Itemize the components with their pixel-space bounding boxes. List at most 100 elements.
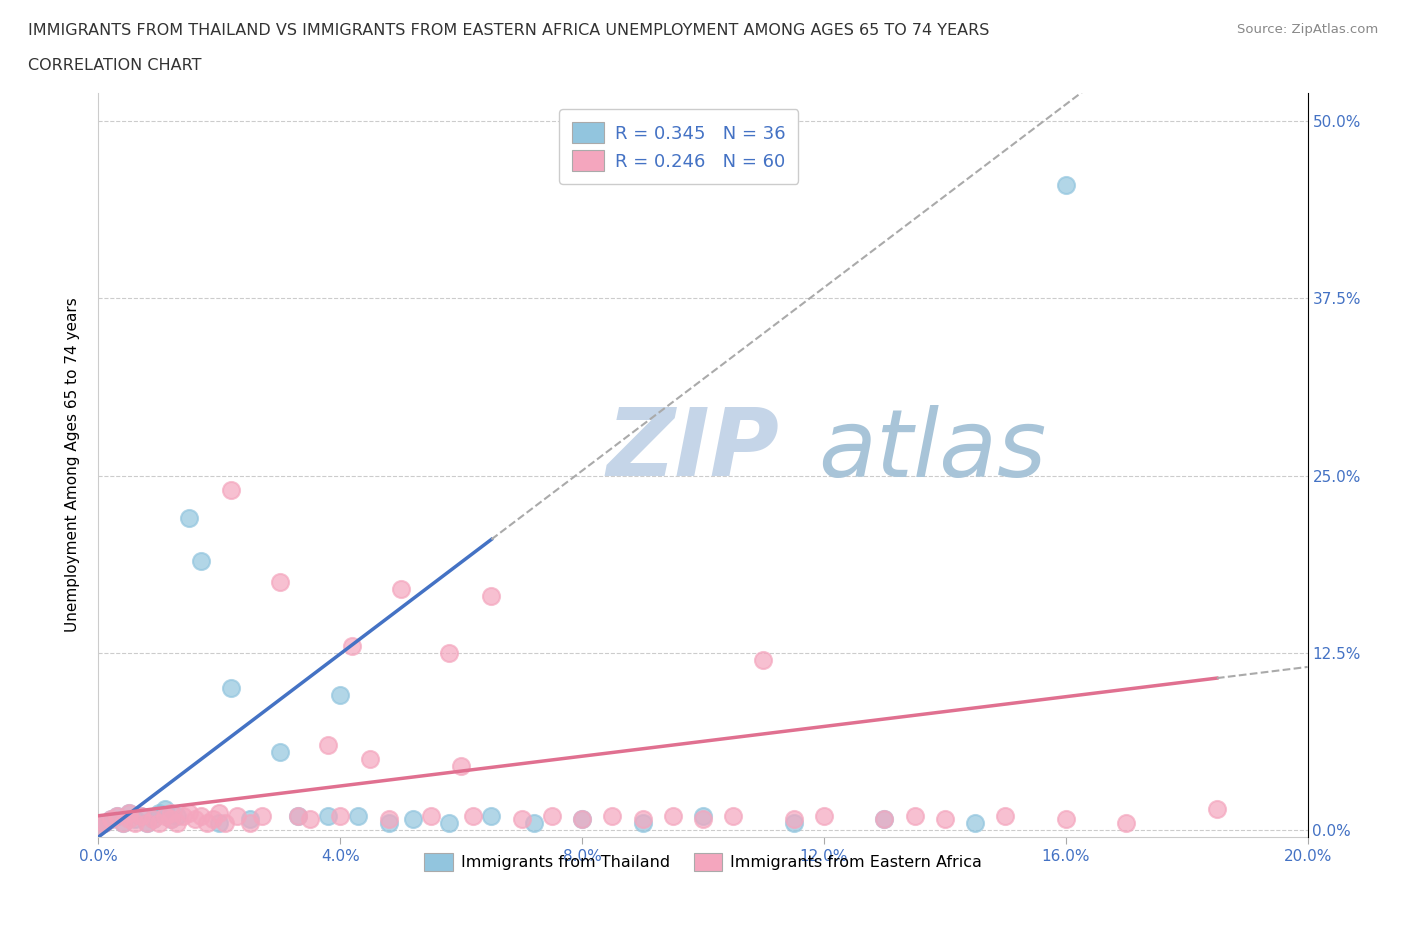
Point bbox=[87, 818, 110, 833]
Point bbox=[100, 811, 122, 826]
Point bbox=[142, 811, 165, 826]
Point bbox=[105, 808, 128, 823]
Point bbox=[195, 816, 218, 830]
Point bbox=[389, 581, 412, 596]
Point bbox=[994, 808, 1017, 823]
Point bbox=[105, 808, 128, 823]
Point bbox=[269, 575, 291, 590]
Point bbox=[287, 808, 309, 823]
Point bbox=[160, 811, 183, 826]
Point bbox=[299, 811, 322, 826]
Point bbox=[250, 808, 273, 823]
Point bbox=[160, 805, 183, 820]
Point bbox=[172, 808, 194, 823]
Point bbox=[450, 759, 472, 774]
Point bbox=[347, 808, 370, 823]
Point bbox=[360, 751, 382, 766]
Point bbox=[661, 808, 683, 823]
Point bbox=[1115, 816, 1137, 830]
Point bbox=[142, 811, 165, 826]
Text: ZIP: ZIP bbox=[606, 405, 779, 496]
Point bbox=[269, 745, 291, 760]
Point bbox=[129, 808, 152, 823]
Point bbox=[100, 811, 122, 826]
Point bbox=[510, 811, 533, 826]
Point bbox=[437, 645, 460, 660]
Point bbox=[437, 816, 460, 830]
Point bbox=[153, 802, 176, 817]
Point bbox=[783, 816, 806, 830]
Point bbox=[226, 808, 249, 823]
Point bbox=[571, 811, 593, 826]
Point bbox=[190, 808, 212, 823]
Point bbox=[111, 816, 134, 830]
Point bbox=[135, 816, 157, 830]
Point bbox=[214, 816, 236, 830]
Point bbox=[752, 653, 775, 668]
Point bbox=[342, 638, 364, 653]
Point bbox=[873, 811, 896, 826]
Point bbox=[934, 811, 956, 826]
Point bbox=[153, 808, 176, 823]
Point bbox=[118, 805, 141, 820]
Point bbox=[179, 511, 201, 525]
Point bbox=[239, 811, 262, 826]
Point bbox=[87, 818, 110, 833]
Point bbox=[208, 816, 231, 830]
Point bbox=[221, 483, 243, 498]
Point bbox=[571, 811, 593, 826]
Point bbox=[148, 805, 170, 820]
Point bbox=[239, 816, 262, 830]
Point bbox=[166, 808, 188, 823]
Point bbox=[402, 811, 425, 826]
Point bbox=[965, 816, 987, 830]
Point bbox=[148, 816, 170, 830]
Point bbox=[602, 808, 624, 823]
Text: Source: ZipAtlas.com: Source: ZipAtlas.com bbox=[1237, 23, 1378, 36]
Point bbox=[184, 811, 207, 826]
Point bbox=[129, 808, 152, 823]
Point bbox=[813, 808, 835, 823]
Point bbox=[111, 816, 134, 830]
Point bbox=[93, 816, 115, 830]
Point bbox=[179, 805, 201, 820]
Point bbox=[329, 808, 352, 823]
Point bbox=[377, 816, 399, 830]
Point bbox=[481, 589, 503, 604]
Point bbox=[783, 811, 806, 826]
Point bbox=[904, 808, 927, 823]
Point bbox=[124, 816, 146, 830]
Point bbox=[316, 808, 339, 823]
Point bbox=[1054, 178, 1077, 193]
Point bbox=[93, 816, 115, 830]
Point bbox=[420, 808, 443, 823]
Point bbox=[523, 816, 546, 830]
Point bbox=[1054, 811, 1077, 826]
Y-axis label: Unemployment Among Ages 65 to 74 years: Unemployment Among Ages 65 to 74 years bbox=[65, 298, 80, 632]
Point bbox=[118, 805, 141, 820]
Point bbox=[723, 808, 745, 823]
Point bbox=[692, 811, 714, 826]
Point bbox=[135, 816, 157, 830]
Point bbox=[316, 737, 339, 752]
Point bbox=[692, 808, 714, 823]
Point bbox=[873, 811, 896, 826]
Point bbox=[221, 681, 243, 696]
Point bbox=[124, 811, 146, 826]
Point bbox=[329, 688, 352, 703]
Point bbox=[540, 808, 562, 823]
Text: CORRELATION CHART: CORRELATION CHART bbox=[28, 58, 201, 73]
Point bbox=[1206, 802, 1229, 817]
Point bbox=[166, 816, 188, 830]
Point bbox=[631, 811, 654, 826]
Point bbox=[377, 811, 399, 826]
Point bbox=[631, 816, 654, 830]
Point bbox=[208, 805, 231, 820]
Text: atlas: atlas bbox=[818, 405, 1046, 496]
Point bbox=[190, 553, 212, 568]
Point bbox=[160, 811, 183, 826]
Point bbox=[463, 808, 485, 823]
Point bbox=[118, 811, 141, 826]
Text: IMMIGRANTS FROM THAILAND VS IMMIGRANTS FROM EASTERN AFRICA UNEMPLOYMENT AMONG AG: IMMIGRANTS FROM THAILAND VS IMMIGRANTS F… bbox=[28, 23, 990, 38]
Point bbox=[202, 811, 225, 826]
